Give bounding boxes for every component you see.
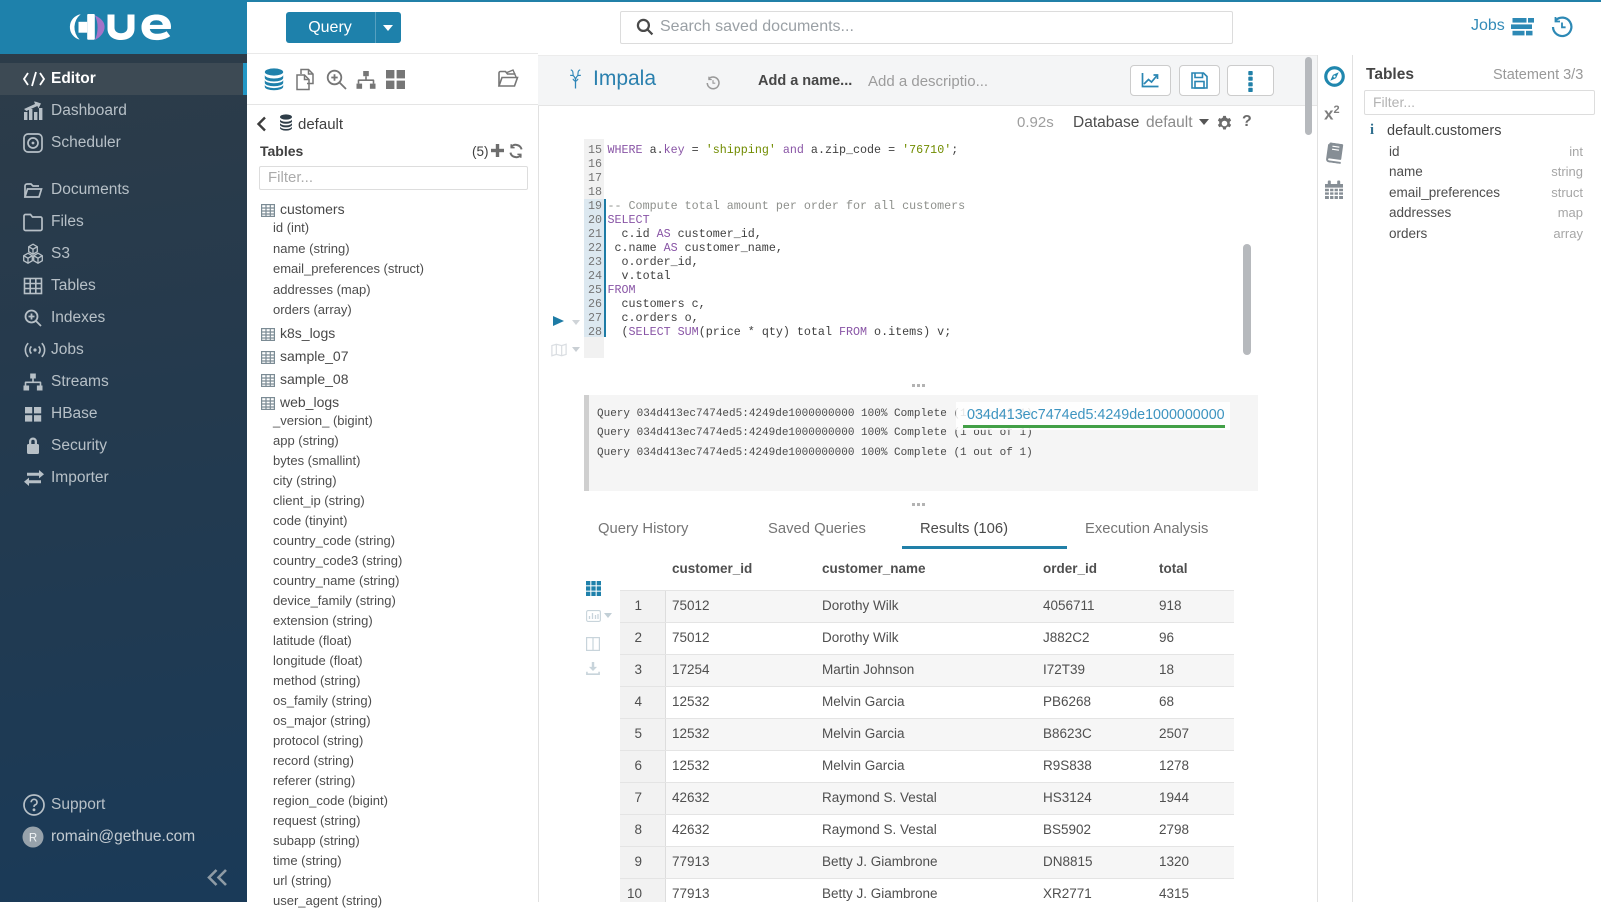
svg-text:R: R <box>29 833 37 845</box>
